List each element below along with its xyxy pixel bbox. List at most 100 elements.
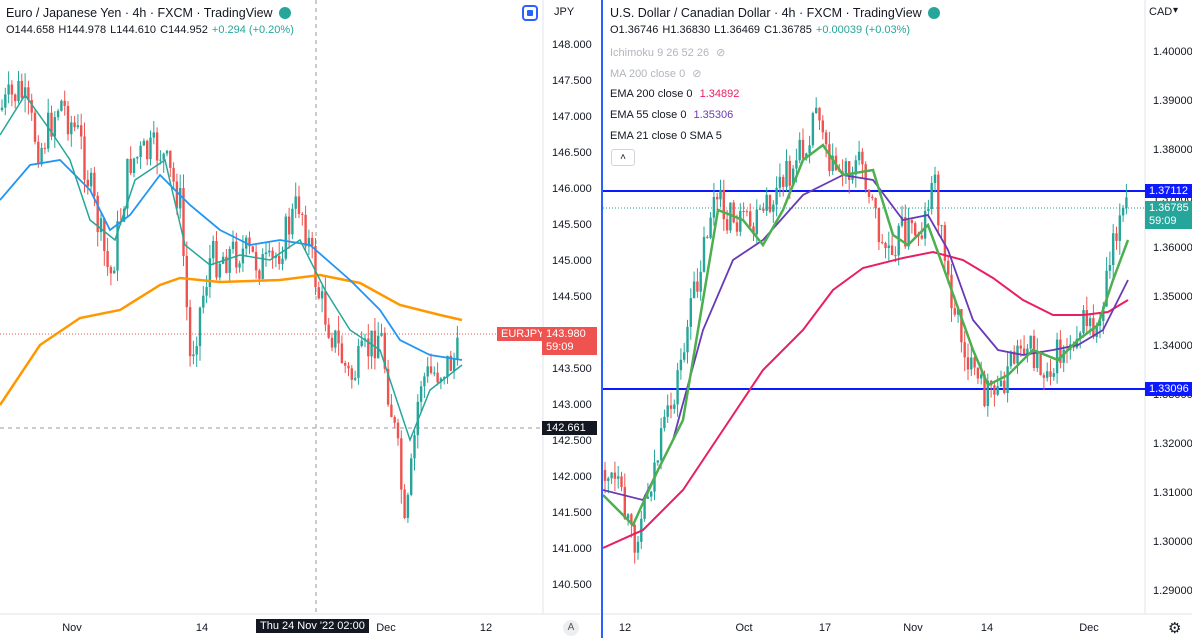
candle-body [897,225,900,256]
candle-body [986,380,989,407]
candle-body [1036,352,1039,369]
candle-body [818,107,821,121]
candle-body [10,84,14,95]
ema-blue-line [0,159,463,361]
candle-body [669,405,673,409]
indicator-ma200[interactable]: MA 200 close 0 ⊘ [610,68,702,80]
candle-body [603,470,607,481]
maximize-icon[interactable] [522,5,538,21]
candle-body [673,404,676,409]
candle-body [742,211,745,213]
eye-hidden-icon[interactable]: ⊘ [716,47,726,59]
candle-body [716,196,719,200]
candle-body [30,100,33,113]
usdcad-chart-pane[interactable]: 1.40000 1.39000 1.38000 1.37000 1.36000 1.350… [601,0,1192,638]
candle-body [413,435,416,459]
change-value: +0.00039 (+0.03%) [815,24,911,36]
candle-body [192,354,195,357]
candle-body [393,417,396,423]
candle-body [350,368,353,380]
candle-body [169,150,172,168]
indicator-ema200[interactable]: EMA 200 close 0 1.34892 [610,88,740,100]
eye-hidden-icon[interactable]: ⊘ [692,68,702,80]
indicator-ema21[interactable]: EMA 21 close 0 SMA 5 [610,130,722,142]
gear-icon[interactable]: ⚙ [1168,620,1182,637]
candle-body [396,422,400,439]
time-tick-label: 17 [819,622,831,634]
candle-body [380,332,383,336]
candle-body [202,295,205,308]
candle-body [80,125,83,137]
candle-body [287,216,291,235]
candle-body [4,94,7,108]
candle-body [1032,335,1036,369]
candle-body [1118,215,1121,241]
candle-body [907,219,910,247]
candle-body [999,380,1003,387]
candle-body [650,491,653,497]
candle-body [686,326,689,353]
candle-body [20,80,23,98]
candle-body [410,458,413,495]
candle-body [937,174,940,226]
candle-body [294,196,297,209]
candle-body [456,337,459,360]
candle-body [765,194,768,211]
ema55-line [603,174,1129,502]
crosshair-price: 142.661 [542,421,597,435]
candle-body [709,217,712,238]
indicator-ema55[interactable]: EMA 55 close 0 1.35306 [610,109,734,121]
price-tick-label: 1.38000 [1153,144,1192,156]
candle-body [1052,373,1055,377]
candle-body [324,291,327,325]
candle-body [452,359,456,371]
candle-body [291,208,294,235]
price-tick-label: 140.500 [552,579,592,591]
candle-body [1095,325,1098,338]
candle-body [613,472,617,479]
high-value: H144.978 [58,24,107,36]
candle-body [314,245,317,288]
candle-body [311,237,314,246]
candle-body [70,122,73,135]
indicator-ichimoku[interactable]: Ichimoku 9 26 52 26 ⊘ [610,47,726,59]
candle-body [927,209,930,211]
candle-body [182,188,185,256]
time-tick-label: 14 [196,622,208,634]
candle-body [706,236,709,238]
price-tick-label: 142.500 [552,435,592,447]
candle-body [824,132,828,145]
candle-body [785,160,788,187]
candle-body [890,245,894,256]
candle-body [722,189,725,220]
candle-body [340,343,344,363]
candle-body [172,167,175,182]
candle-body [50,112,53,137]
candle-body [1003,380,1006,394]
candle-body [7,84,10,95]
candle-body [676,370,679,405]
candle-body [910,219,914,224]
candle-body [1059,339,1062,363]
collapse-legend-button[interactable]: ˄ [611,149,635,166]
candle-body [284,216,287,259]
candle-body [874,198,877,209]
eurjpy-chart-canvas[interactable]: 148.000 147.500 147.000 146.500 146.000 145.5… [0,0,600,638]
candle-body [56,110,60,118]
price-tick-label: 143.500 [552,363,592,375]
currency-dropdown-icon[interactable]: ▾ [1173,5,1179,16]
candle-body [301,213,304,215]
candle-body [271,250,274,258]
candle-body [1009,351,1013,367]
candle-body [76,125,80,128]
eurjpy-chart-pane[interactable]: 148.000 147.500 147.000 146.500 146.000 145.5… [0,0,600,638]
candle-body [334,330,337,348]
candle-body [953,308,956,315]
candle-body [367,338,370,357]
candle-body [400,438,403,490]
candle-body [17,80,20,102]
candle-body [808,145,811,154]
candle-body [1125,197,1128,208]
ema200-line [603,250,1129,549]
auto-scale-button[interactable]: A [563,620,579,636]
